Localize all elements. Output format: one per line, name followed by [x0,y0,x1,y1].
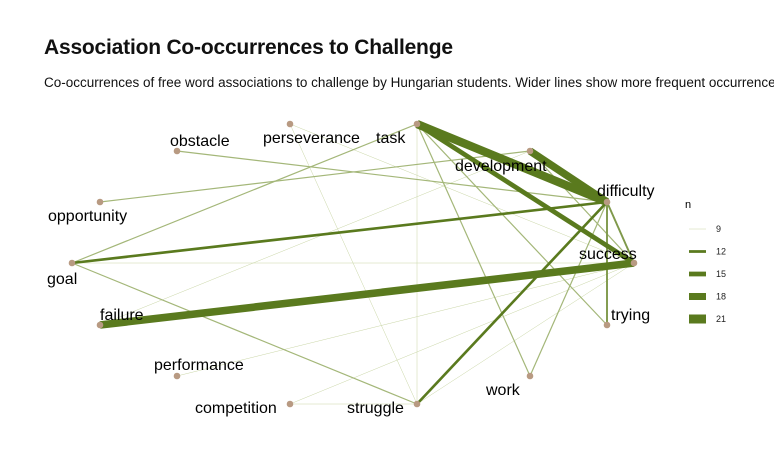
edge-performance-success [176,262,635,377]
node-label-competition: competition [195,400,277,417]
node-label-task: task [376,130,406,147]
labels-layer: obstacle perseverance task development diffi… [47,130,655,417]
node-difficulty [603,198,611,206]
node-task [413,120,421,128]
edge-difficulty-success [606,201,635,264]
legend-title: n [685,199,691,211]
node-success [630,259,638,267]
node-label-perseverance: perseverance [263,130,360,147]
node-label-performance: performance [154,357,244,374]
chart-title: Association Co-occurrences to Challenge [44,36,453,59]
nodes-layer [68,120,638,408]
node-label-goal: goal [47,271,77,288]
edges-layer [71,120,636,405]
legend: n 9 12 15 18 21 [685,199,726,324]
node-struggle [413,400,421,408]
node-label-trying: trying [611,307,650,324]
edge-goal-difficulty [71,200,608,265]
node-development [526,147,534,155]
node-label-work: work [485,382,521,399]
edge-struggle-difficulty [416,201,608,405]
edge-failure-success [99,259,635,329]
edge-task-difficulty [415,120,609,206]
edge-goal-task [71,123,418,264]
node-competition [286,400,294,408]
node-label-struggle: struggle [347,400,404,417]
edge-task-trying [416,123,608,326]
node-trying [603,321,611,329]
chart-subtitle: Co-occurrences of free word associations… [44,75,774,90]
edge-goal-struggle [71,262,418,405]
edge-work-difficulty [529,201,608,377]
node-perseverance [286,120,294,128]
edge-task-work [416,123,531,377]
edge-competition-success [289,262,635,405]
legend-label-18: 18 [716,292,726,302]
node-failure [96,321,104,329]
node-label-development: development [455,158,547,175]
node-label-obstacle: obstacle [170,133,230,150]
legend-label-15: 15 [716,269,726,279]
legend-label-12: 12 [716,247,726,257]
legend-label-21: 21 [716,314,726,324]
node-label-failure: failure [100,307,144,324]
edge-perseverance-struggle [289,123,418,405]
node-label-opportunity: opportunity [48,208,127,225]
node-performance [173,372,181,380]
node-work [526,372,534,380]
node-obstacle [173,147,181,155]
node-opportunity [96,198,104,206]
edge-obstacle-difficulty [176,150,608,203]
node-label-difficulty: difficulty [597,183,655,200]
edge-development-success [529,150,635,264]
legend-label-9: 9 [716,224,721,234]
node-label-success: success [579,246,637,263]
edge-failure-development [99,150,531,326]
edge-task-success [415,122,636,265]
edge-struggle-success [416,262,635,405]
edge-opportunity-development [99,150,531,203]
node-goal [68,259,76,267]
edge-perseverance-success [289,123,635,264]
